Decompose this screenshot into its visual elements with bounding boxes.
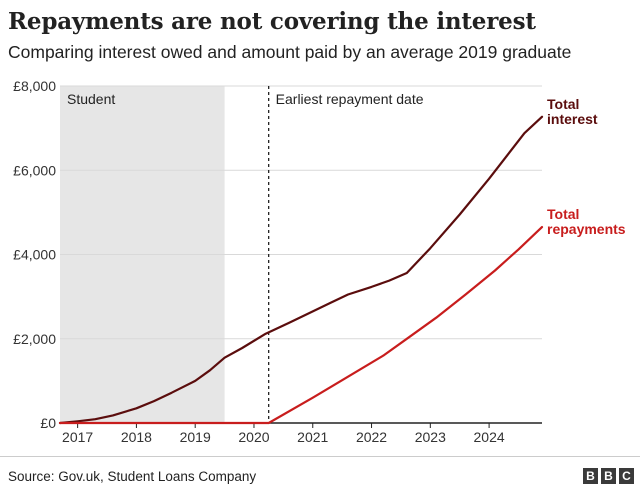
source-note: Source: Gov.uk, Student Loans Company [8,469,257,484]
y-tick-label: £2,000 [13,331,56,347]
x-tick-label: 2017 [62,429,93,445]
y-tick-label: £8,000 [13,78,56,94]
x-tick-label: 2023 [415,429,446,445]
bbc-logo-letter-b1: B [583,468,598,484]
repayment-date-label: Earliest repayment date [276,91,424,107]
total-repayments-line [58,226,544,425]
x-tick-label: 2018 [121,429,152,445]
line-chart: Student £0 £2,000 £4,000 £6,000 £8,000 Earlies… [13,78,626,445]
x-tick-label: 2022 [356,429,387,445]
footer-divider [0,456,640,457]
x-tick-label: 2024 [474,429,505,445]
total-repayments-label: Total repayments [547,206,626,237]
bbc-logo-letter-b2: B [601,468,616,484]
student-period-label: Student [67,91,115,107]
y-tick-label: £0 [40,415,56,431]
y-tick-label: £4,000 [13,247,56,263]
x-tick-label: 2021 [297,429,328,445]
chart-title: Repayments are not covering the interest [8,8,536,35]
bbc-logo-letter-c: C [619,468,634,484]
total-interest-line [58,115,544,425]
x-tick-label: 2019 [180,429,211,445]
y-tick-label: £6,000 [13,162,56,178]
x-tick-label: 2020 [238,429,269,445]
bbc-logo: B B C [583,468,634,484]
chart-subtitle: Comparing interest owed and amount paid … [8,42,572,62]
total-interest-label: Total interest [547,96,598,127]
